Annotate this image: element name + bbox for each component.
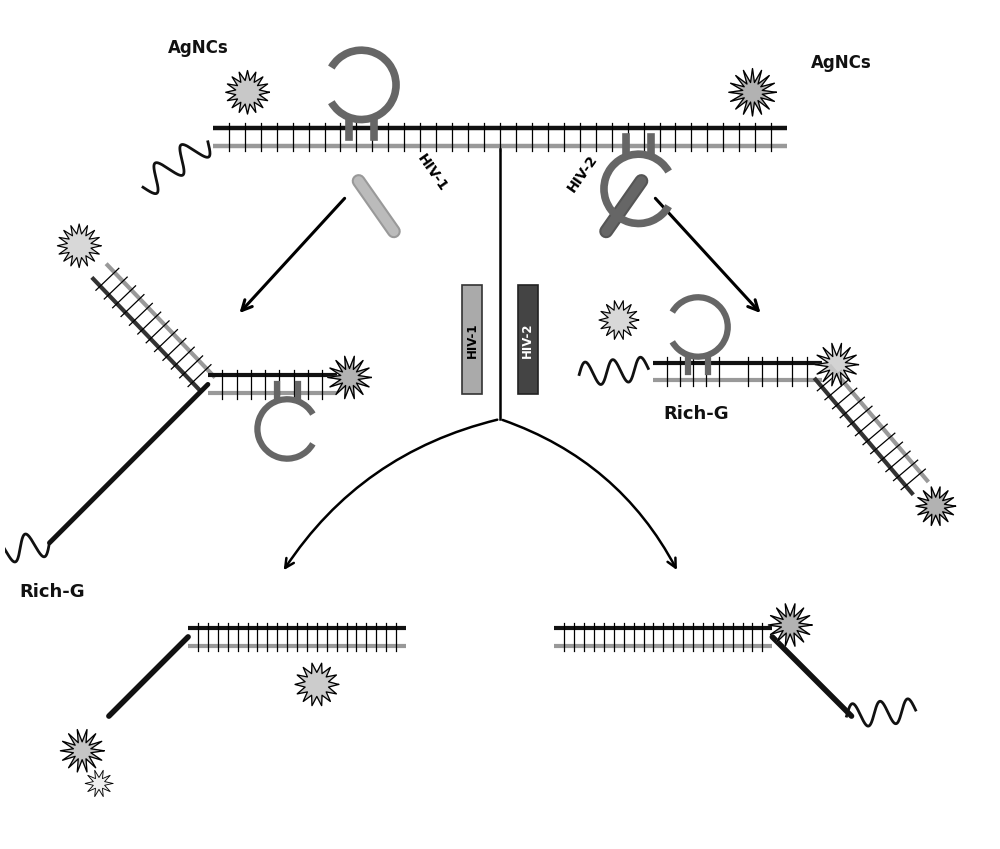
Bar xyxy=(462,285,482,394)
FancyArrowPatch shape xyxy=(285,419,497,568)
Polygon shape xyxy=(328,357,371,399)
Polygon shape xyxy=(295,663,339,706)
FancyArrowPatch shape xyxy=(503,420,676,568)
Bar xyxy=(518,285,538,394)
Text: AgNCs: AgNCs xyxy=(168,39,228,57)
Text: AgNCs: AgNCs xyxy=(811,53,872,71)
Polygon shape xyxy=(768,604,812,646)
Text: Rich-G: Rich-G xyxy=(663,405,729,423)
Text: Rich-G: Rich-G xyxy=(20,583,85,601)
Polygon shape xyxy=(85,770,113,796)
Polygon shape xyxy=(57,224,101,267)
Polygon shape xyxy=(729,69,776,116)
Text: HIV-2: HIV-2 xyxy=(564,152,600,194)
Polygon shape xyxy=(60,729,104,772)
Text: HIV-2: HIV-2 xyxy=(521,322,534,357)
Text: HIV-1: HIV-1 xyxy=(466,322,479,357)
Text: HIV-1: HIV-1 xyxy=(414,152,449,194)
Polygon shape xyxy=(226,70,269,114)
Polygon shape xyxy=(916,486,955,526)
Polygon shape xyxy=(599,301,639,340)
Polygon shape xyxy=(815,343,858,385)
